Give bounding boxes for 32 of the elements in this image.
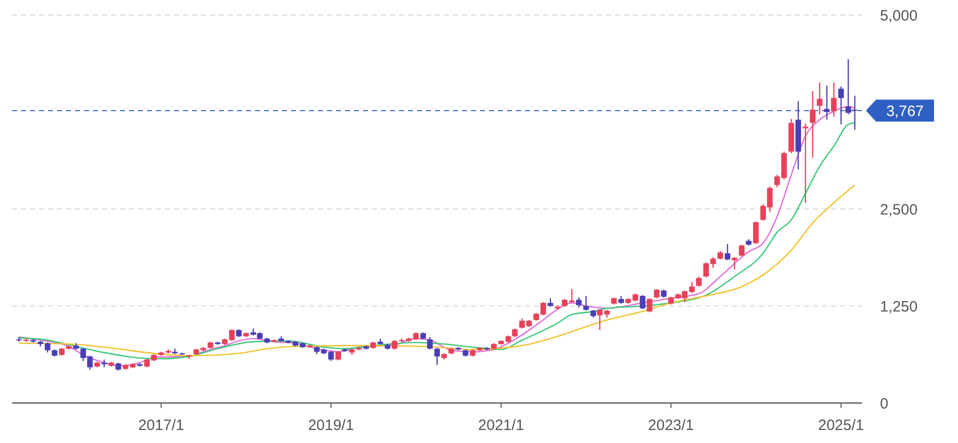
candlestick <box>838 86 844 126</box>
y-tick-label: 5,000 <box>880 7 918 24</box>
y-tick-label: 0 <box>880 395 888 412</box>
candlestick <box>576 296 582 308</box>
ref-line-label: 3,767 <box>886 103 924 120</box>
candlestick <box>816 82 822 115</box>
candlestick <box>392 340 398 350</box>
candlestick <box>434 347 440 366</box>
candlestick <box>583 295 589 312</box>
candlestick <box>654 288 660 299</box>
x-tick-label: 2017/1 <box>138 417 184 434</box>
candlestick <box>810 90 816 158</box>
y-tick-label: 2,500 <box>880 201 918 218</box>
candlestick <box>732 256 738 270</box>
y-tick-label: 1,250 <box>880 298 918 316</box>
candlestick <box>335 350 342 361</box>
x-tick-label: 2019/1 <box>308 417 354 434</box>
candlestick <box>427 336 433 350</box>
candlestick <box>696 276 702 288</box>
candlestick <box>824 85 830 120</box>
candlestick <box>738 244 744 257</box>
candlestick <box>724 243 730 261</box>
candlestick <box>831 82 837 118</box>
candlestick <box>640 294 646 310</box>
candlestick <box>44 342 50 354</box>
x-tick-label: 2021/1 <box>478 417 524 434</box>
candlestick <box>802 123 808 204</box>
line-series <box>18 184 856 356</box>
candlestick <box>753 220 759 245</box>
x-tick-label: 2023/1 <box>648 417 694 434</box>
x-tick-label: 2025/1 <box>818 417 864 434</box>
candlestick <box>646 298 652 313</box>
